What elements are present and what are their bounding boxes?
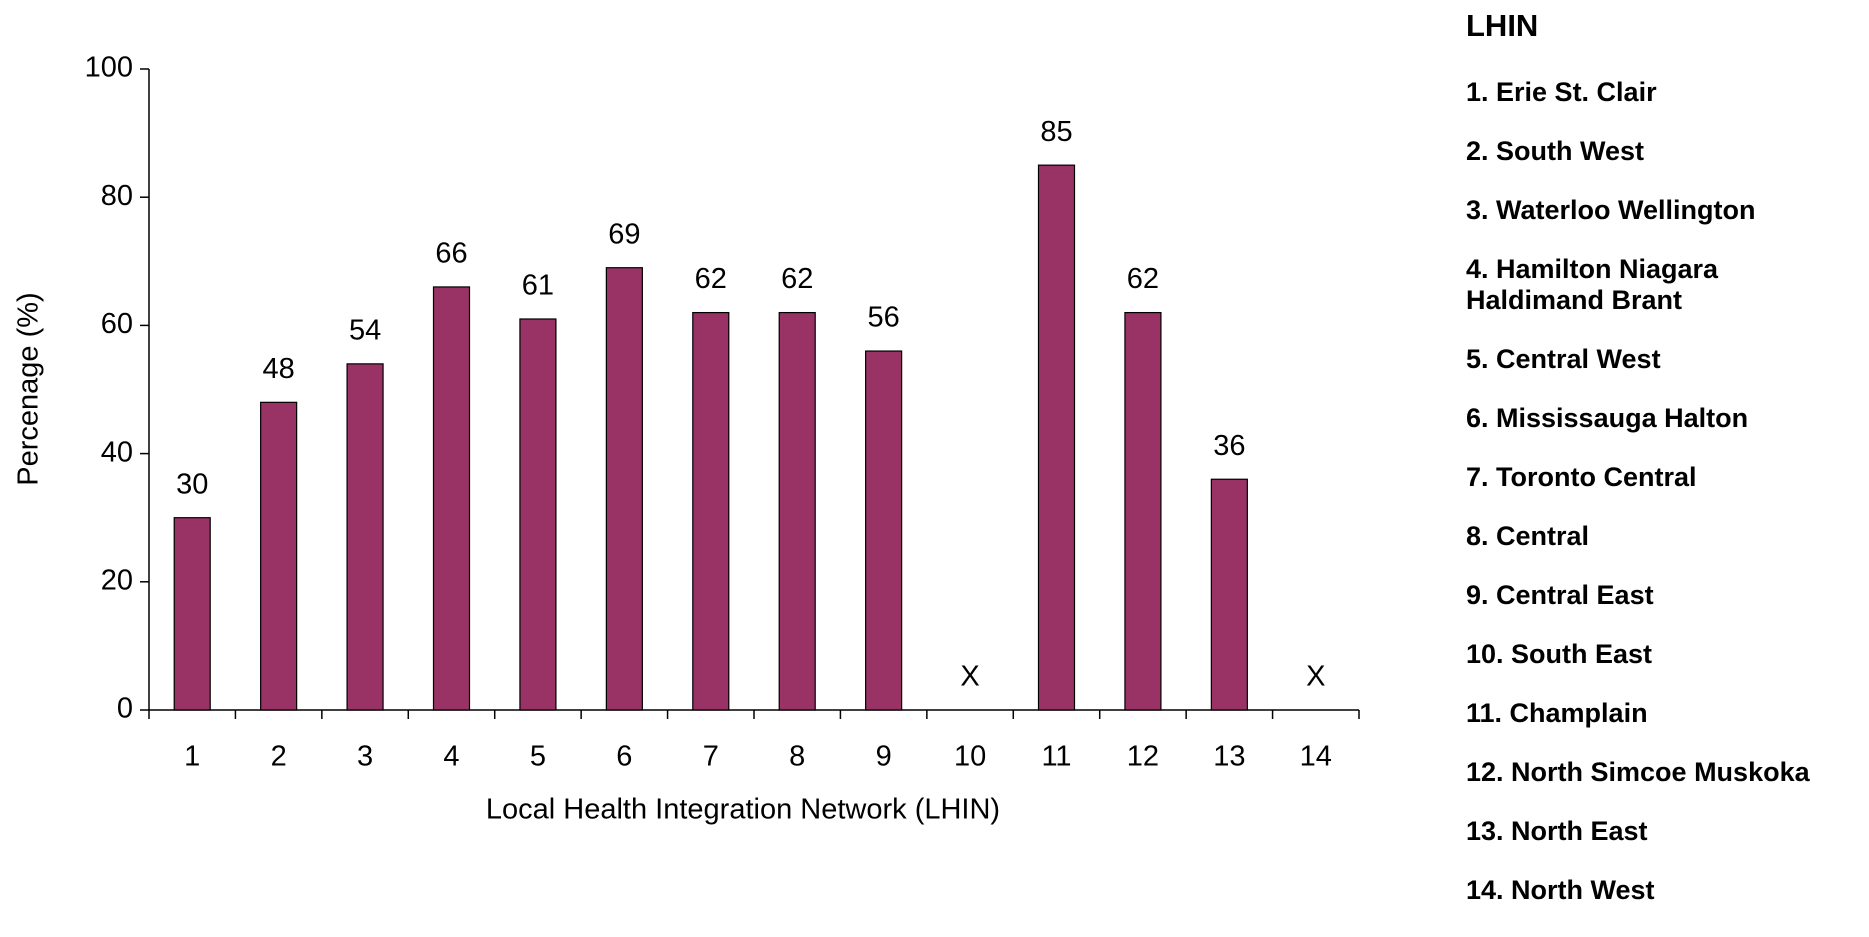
x-tick-label: 7 [703, 741, 719, 773]
x-tick-label: 12 [1127, 741, 1159, 773]
data-label: X [960, 661, 979, 693]
legend-item: 6. Mississauga Halton [1466, 403, 1749, 433]
data-label: 62 [781, 263, 813, 295]
legend-item: 9. Central East [1466, 580, 1654, 610]
y-tick-label: 20 [101, 564, 133, 596]
legend: LHIN 1. Erie St. Clair 2. South West 3. Wa… [1466, 10, 1866, 906]
data-label: X [1306, 661, 1325, 693]
bar [1124, 311, 1162, 711]
bar [519, 318, 557, 711]
x-axis-title: Local Health Integration Network (LHIN) [486, 794, 1000, 826]
legend-item: 8. Central [1466, 521, 1590, 551]
bar [432, 286, 471, 711]
bar [346, 363, 384, 711]
legend-item: 10. South East [1466, 639, 1653, 669]
legend-items: 1. Erie St. Clair 2. South West 3. Waterlo… [1466, 77, 1866, 906]
x-tick-label: 1 [184, 741, 200, 773]
data-label: 36 [1213, 430, 1245, 462]
x-tick-label: 5 [530, 741, 546, 773]
chart: Local Health Integration Network (LHIN) … [13, 52, 1360, 826]
legend-item: 11. Champlain [1466, 698, 1648, 728]
legend-item: 7. Toronto Central [1466, 462, 1697, 492]
x-tick-label: 9 [876, 741, 892, 773]
legend-item: 4. Hamilton Niagara Haldimand Brant [1466, 254, 1719, 315]
bar [692, 311, 730, 711]
bar [778, 311, 816, 711]
data-label: 48 [263, 353, 295, 385]
x-tick-label: 14 [1300, 741, 1332, 773]
data-label: 66 [435, 238, 467, 270]
x-tick-label: 10 [954, 741, 986, 773]
data-label: 30 [176, 468, 208, 500]
legend-item: 5. Central West [1466, 344, 1661, 374]
x-tick-label: 3 [357, 741, 373, 773]
bar [1037, 164, 1076, 711]
bar [605, 267, 643, 711]
y-tick-label: 100 [85, 52, 133, 84]
legend-item: 12. North Simcoe Muskoka [1466, 757, 1810, 787]
x-tick-label: 4 [443, 741, 459, 773]
bar [865, 350, 903, 711]
legend-item: 14. North West [1466, 875, 1655, 905]
legend-item: 1. Erie St. Clair [1466, 77, 1657, 107]
legend-title: LHIN [1466, 8, 1539, 43]
y-tick-label: 60 [101, 308, 133, 340]
x-tick-label: 6 [616, 741, 632, 773]
legend-item: 3. Waterloo Wellington [1466, 195, 1756, 225]
x-tick-label: 2 [271, 741, 287, 773]
bar [173, 517, 211, 711]
y-tick-label: 80 [101, 180, 133, 212]
y-axis-title: Percenage (%) [13, 292, 45, 485]
x-tick-label: 8 [789, 741, 805, 773]
data-label: 54 [349, 315, 381, 347]
data-label: 62 [1127, 263, 1159, 295]
legend-item: 13. North East [1466, 816, 1648, 846]
data-label: 61 [522, 270, 554, 302]
data-label: 56 [868, 302, 900, 334]
data-label: 62 [695, 263, 727, 295]
bar [1210, 478, 1248, 711]
y-tick-label: 0 [117, 693, 133, 725]
x-tick-label: 11 [1041, 741, 1071, 773]
y-tick-label: 40 [101, 436, 133, 468]
bar [260, 401, 298, 711]
x-tick-label: 13 [1213, 741, 1245, 773]
data-label: 69 [608, 218, 640, 250]
legend-item: 2. South West [1466, 136, 1645, 166]
data-label: 85 [1040, 116, 1072, 148]
